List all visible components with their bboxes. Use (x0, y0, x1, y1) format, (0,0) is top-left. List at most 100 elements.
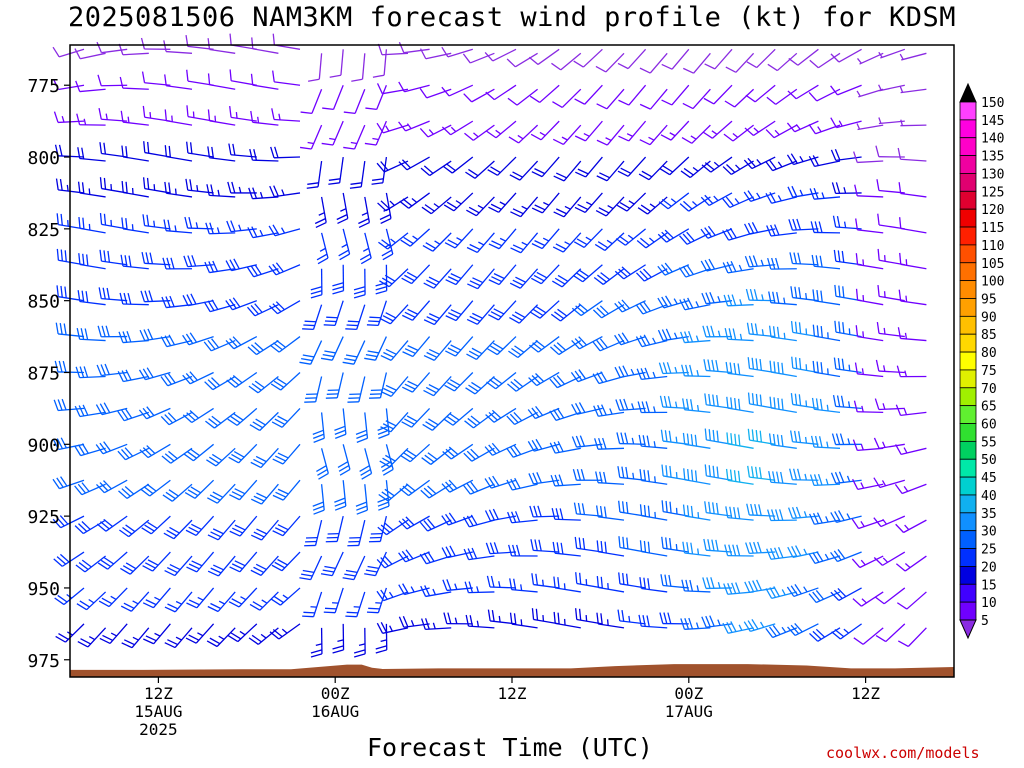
wind-barb-feather (82, 404, 89, 416)
wind-barb-shaft (209, 232, 236, 235)
wind-barb (703, 84, 733, 105)
wind-barb-feather (56, 516, 65, 527)
wind-barb (571, 402, 603, 415)
wind-barb-feather (377, 497, 389, 503)
wind-barb (206, 184, 236, 198)
wind-barb-feather (420, 585, 427, 597)
wind-barb-shaft (356, 304, 366, 330)
wind-barb-feather (184, 216, 189, 229)
wind-barb (398, 156, 430, 171)
wind-barb-shaft (342, 192, 349, 219)
wind-barb-shaft (108, 587, 128, 608)
wind-barb-feather (232, 336, 242, 346)
wind-barb-feather (250, 73, 254, 86)
wind-barb-feather (485, 414, 495, 423)
wind-barb-shaft (252, 121, 279, 126)
wind-barb (769, 396, 797, 414)
wind-barb-shaft (278, 336, 301, 353)
wind-barb-feather (512, 544, 517, 557)
wind-barb (377, 43, 409, 56)
wind-barb-feather (272, 342, 283, 351)
wind-barb-half-feather (389, 200, 395, 206)
wind-barb-half-feather (337, 639, 344, 643)
wind-barb (830, 149, 862, 161)
wind-barb-feather (574, 206, 586, 214)
wind-barb-feather (744, 255, 750, 268)
wind-barb-shaft (166, 50, 193, 54)
wind-barb-feather (121, 181, 124, 193)
wind-barb-feather (380, 426, 391, 433)
wind-barb-feather (639, 335, 647, 347)
wind-barb-feather (275, 491, 287, 498)
wind-barb-feather (733, 470, 737, 482)
wind-barb-feather (729, 362, 733, 374)
wind-barb-feather (448, 312, 459, 319)
wind-barb-feather (385, 312, 397, 319)
wind-barb-shaft (86, 591, 107, 611)
wind-barb (271, 551, 301, 572)
wind-barb-feather (535, 573, 539, 586)
wind-barb-shaft (776, 52, 798, 72)
wind-barb-feather (716, 466, 719, 478)
wind-barb (767, 509, 797, 522)
wind-barb (74, 404, 106, 418)
wind-barb-feather (334, 429, 346, 436)
wind-barb-half-feather (606, 239, 613, 245)
wind-barb (347, 519, 366, 547)
wind-barb-half-feather (695, 301, 700, 308)
wind-barb-feather (757, 541, 762, 553)
wind-barb (229, 479, 258, 501)
wind-barb (575, 572, 603, 589)
wind-barb-shaft (454, 228, 474, 249)
wind-barb-feather (428, 418, 439, 426)
wind-barb-shaft (336, 372, 344, 398)
wind-barb-feather (253, 149, 258, 161)
wind-barb-feather (704, 63, 716, 70)
wind-barb-feather (346, 324, 358, 327)
wind-barb (54, 360, 85, 374)
wind-barb-feather (337, 217, 349, 225)
wind-barb (895, 555, 927, 572)
wind-barb-feather (186, 412, 196, 421)
wind-barb (369, 372, 388, 399)
colorbar-label: 140 (981, 132, 1004, 147)
wind-barb-feather (75, 366, 81, 378)
colorbar-label: 75 (981, 364, 997, 379)
wind-barb-feather (712, 429, 715, 442)
wind-barb-feather (772, 433, 776, 446)
wind-barb-feather (303, 611, 315, 614)
wind-barb-half-feather (412, 235, 419, 241)
wind-barb (900, 119, 927, 127)
wind-barb-feather (819, 255, 823, 268)
wind-barb (852, 439, 884, 452)
wind-barb-feather (780, 471, 784, 484)
wind-barb-feather (726, 622, 733, 633)
wind-barb-shaft (214, 411, 236, 429)
wind-barb-shaft (472, 124, 495, 141)
credit-link[interactable]: coolwx.com/models (826, 744, 980, 762)
wind-barb-shaft (449, 479, 474, 493)
wind-barb-feather (488, 314, 499, 321)
wind-barb-feather (855, 325, 859, 337)
wind-barb (96, 363, 128, 377)
wind-barb-feather (737, 507, 741, 519)
wind-barb-feather (253, 458, 264, 466)
wind-barb-feather (680, 331, 686, 343)
wind-barb-feather (815, 628, 826, 638)
wind-barb-shaft (408, 192, 430, 209)
wind-barb-feather (534, 240, 546, 247)
wind-barb-feather (895, 404, 902, 416)
wind-barb-feather (776, 291, 780, 304)
wind-barb-feather (385, 454, 396, 462)
wind-barb-shaft (455, 264, 474, 285)
wind-barb-feather (647, 578, 651, 590)
wind-barb-shaft (541, 228, 560, 249)
wind-barb-feather (747, 428, 751, 441)
wind-barb-feather (599, 172, 610, 179)
wind-barb-shaft (84, 555, 106, 573)
wind-barb-half-feather (753, 127, 759, 133)
wind-barb-feather (140, 488, 151, 497)
wind-barb-feather (463, 452, 473, 462)
wind-barb-feather (838, 510, 845, 521)
wind-barb-feather (549, 410, 557, 421)
